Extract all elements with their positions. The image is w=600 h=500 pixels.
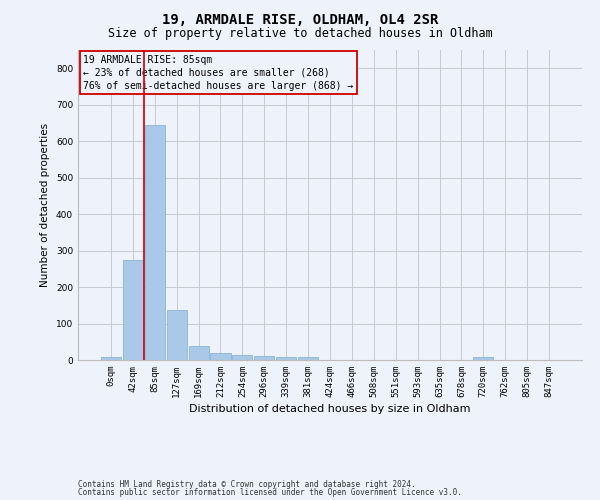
X-axis label: Distribution of detached houses by size in Oldham: Distribution of detached houses by size …	[189, 404, 471, 414]
Bar	[473, 357, 493, 360]
Text: 19 ARMDALE RISE: 85sqm
← 23% of detached houses are smaller (268)
76% of semi-de: 19 ARMDALE RISE: 85sqm ← 23% of detached…	[83, 54, 353, 91]
Bar	[298, 358, 318, 360]
Bar	[123, 260, 143, 360]
Bar	[188, 346, 209, 360]
Bar	[145, 125, 165, 360]
Text: Contains HM Land Registry data © Crown copyright and database right 2024.: Contains HM Land Registry data © Crown c…	[78, 480, 416, 489]
Text: Size of property relative to detached houses in Oldham: Size of property relative to detached ho…	[107, 28, 493, 40]
Y-axis label: Number of detached properties: Number of detached properties	[40, 123, 50, 287]
Bar	[254, 356, 274, 360]
Bar	[211, 352, 230, 360]
Bar	[232, 356, 253, 360]
Bar	[167, 310, 187, 360]
Text: Contains public sector information licensed under the Open Government Licence v3: Contains public sector information licen…	[78, 488, 462, 497]
Bar	[276, 357, 296, 360]
Text: 19, ARMDALE RISE, OLDHAM, OL4 2SR: 19, ARMDALE RISE, OLDHAM, OL4 2SR	[162, 12, 438, 26]
Bar	[101, 357, 121, 360]
